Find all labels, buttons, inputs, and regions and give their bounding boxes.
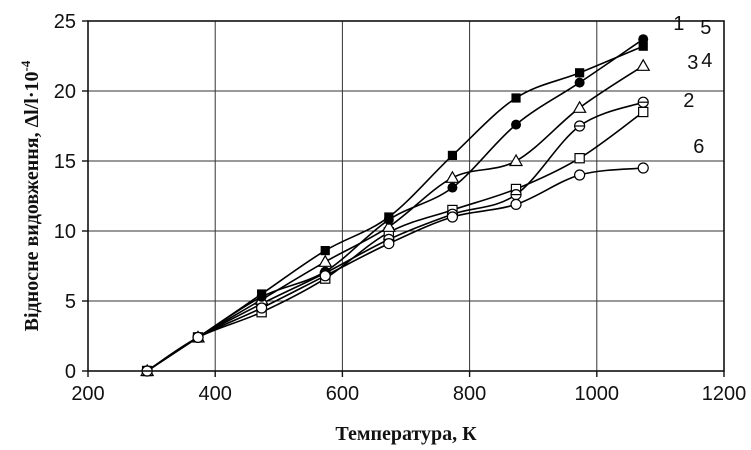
data-point: [574, 169, 586, 181]
data-point: [638, 106, 649, 118]
data-point: [192, 331, 204, 343]
data-point: [383, 214, 394, 225]
x-tick-label: 600: [326, 383, 359, 405]
data-point: [638, 34, 649, 45]
x-tick-label: 1200: [702, 383, 747, 405]
data-point: [383, 238, 395, 250]
series-3: [141, 96, 649, 377]
data-point: [256, 302, 268, 314]
data-point: [575, 68, 585, 78]
series-5: [142, 34, 649, 376]
data-point: [447, 182, 458, 193]
data-point: [574, 153, 585, 164]
data-point: [510, 198, 522, 210]
y-axis-title-main: Відносне видовження, Δl/l·10: [21, 72, 43, 332]
y-axis-title-exponent: -4: [18, 60, 33, 71]
x-tick-label: 800: [453, 383, 486, 405]
series-line: [146, 65, 644, 372]
series-6: [141, 162, 649, 377]
data-point: [574, 77, 585, 88]
data-point: [445, 170, 460, 183]
data-point: [638, 41, 648, 51]
y-tick-label: 5: [65, 291, 76, 313]
data-point: [256, 291, 267, 302]
y-axis-title: Відносне видовження, Δl/l·10-4: [18, 60, 43, 331]
series-label: 4: [701, 50, 712, 72]
data-point: [510, 189, 522, 201]
series-line: [146, 167, 644, 372]
data-point: [447, 150, 458, 160]
curve-labels: 1 2 3 4 5 6: [673, 13, 712, 158]
series-line: [146, 101, 644, 372]
x-tick-label: 400: [199, 383, 232, 405]
data-point: [319, 270, 331, 282]
data-point: [511, 119, 522, 130]
series-line: [146, 38, 644, 372]
grid: [82, 20, 725, 377]
y-tick-label: 15: [54, 151, 76, 173]
data-point: [508, 153, 524, 167]
data-point: [318, 254, 333, 267]
data-point: [636, 58, 651, 71]
data-point: [381, 219, 396, 232]
plot-frame: [87, 20, 725, 372]
y-tick-label: 0: [65, 361, 76, 383]
data-point: [574, 120, 586, 132]
data-point: [637, 96, 649, 108]
data-point: [446, 211, 459, 223]
series-label: 2: [683, 90, 694, 112]
data-point: [572, 100, 587, 113]
data-point: [637, 162, 649, 174]
y-tick-label: 25: [54, 11, 76, 33]
x-tick-label: 200: [71, 383, 104, 405]
series-label: 3: [687, 52, 698, 74]
x-axis-title: Температура, К: [335, 423, 477, 445]
series-layer: [140, 34, 651, 377]
series-4: [140, 58, 651, 377]
y-tick-label: 20: [54, 81, 76, 103]
series-label: 1: [673, 13, 684, 35]
data-point: [320, 246, 330, 256]
data-point: [511, 93, 521, 103]
x-tick-label: 1000: [575, 383, 620, 405]
series-label: 5: [700, 17, 711, 39]
y-tick-label: 10: [54, 221, 76, 243]
series-label: 6: [693, 136, 704, 158]
